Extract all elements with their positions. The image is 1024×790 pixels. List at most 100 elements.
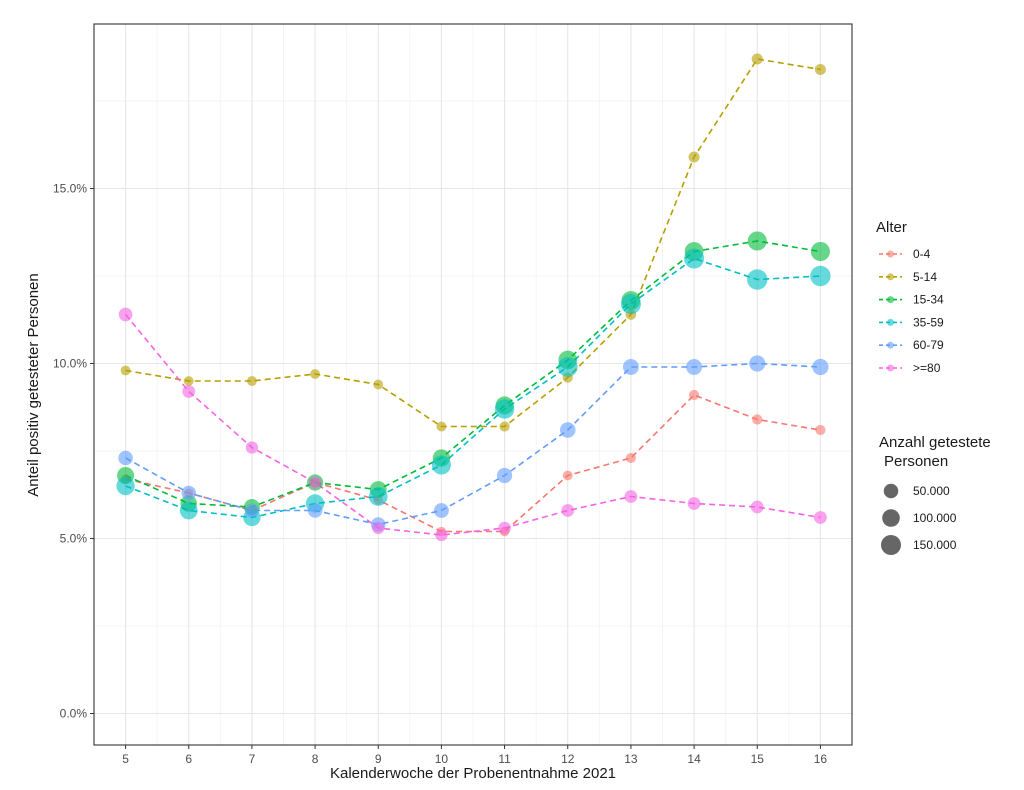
- series-point-0: [815, 424, 826, 436]
- series-point-3: [179, 501, 198, 520]
- series-point-5: [814, 511, 827, 524]
- series-line-5: [124, 313, 821, 536]
- legend-key-point: [887, 273, 894, 281]
- series-point-3: [494, 399, 515, 419]
- series-point-2: [810, 241, 830, 262]
- x-tick-label: 16: [814, 752, 828, 766]
- x-tick-label: 15: [751, 752, 765, 766]
- series-point-3: [116, 476, 135, 496]
- series-point-3: [431, 455, 451, 475]
- series-point-5: [308, 476, 322, 489]
- legend: Alter 0-4 5-14 15-34 35-59 60-79 >=80 Anzahl …: [876, 219, 995, 555]
- legend-key-label: 0-4: [913, 247, 931, 261]
- legend-size-title-line-2: Personen: [884, 453, 948, 470]
- legend-size-point: [881, 535, 901, 555]
- plot-border: [93, 23, 853, 746]
- series-point-4: [812, 358, 829, 376]
- series-point-1: [499, 421, 510, 432]
- series-point-5: [687, 497, 701, 510]
- y-tick-label: 15.0%: [53, 182, 87, 196]
- series-point-1: [688, 151, 700, 163]
- series-point-5: [245, 441, 259, 454]
- x-axis-title: Kalenderwoche der Probenentnahme 2021: [330, 765, 616, 782]
- x-tick-label: 10: [435, 752, 449, 766]
- series-point-4: [307, 503, 323, 518]
- series-point-1: [751, 53, 763, 65]
- series-point-4: [749, 355, 766, 372]
- legend-key-label: 35-59: [913, 315, 944, 329]
- legend-color-entries: 0-4 5-14 15-34 35-59 60-79 >=80: [879, 247, 944, 375]
- x-tick-label: 13: [624, 752, 638, 766]
- legend-key-label: >=80: [913, 361, 941, 375]
- series-point-5: [498, 521, 511, 535]
- series-point-0: [625, 452, 636, 464]
- series-point-0: [688, 389, 700, 401]
- x-tick-label: 6: [185, 752, 192, 766]
- series-point-3: [747, 269, 768, 290]
- series-point-5: [372, 521, 385, 535]
- legend-size-point: [883, 483, 899, 499]
- series-line-3: [125, 257, 821, 519]
- y-tick-label: 5.0%: [60, 532, 88, 546]
- legend-key-point: [887, 341, 894, 349]
- series-point-0: [752, 414, 763, 425]
- series-point-5: [561, 504, 575, 517]
- series-point-5: [624, 490, 638, 503]
- series-point-5: [435, 528, 448, 542]
- series-point-2: [747, 231, 767, 251]
- series-point-5: [750, 500, 764, 514]
- series-line-4: [125, 362, 821, 526]
- series-point-1: [120, 365, 131, 376]
- legend-key-point: [887, 318, 894, 326]
- series-point-3: [810, 265, 831, 287]
- x-tick-label: 9: [375, 752, 382, 766]
- y-tick-label: 0.0%: [60, 707, 88, 721]
- x-tick-label: 8: [312, 752, 319, 766]
- series-line-2: [125, 240, 821, 508]
- x-tick-label: 12: [561, 752, 575, 766]
- legend-color-title: Alter: [876, 219, 907, 236]
- x-tick-label: 5: [122, 752, 129, 766]
- series-point-3: [368, 487, 388, 506]
- legend-size-title-line-1: Anzahl getestete: [879, 434, 991, 451]
- series-point-5: [182, 385, 196, 398]
- series-point-1: [183, 376, 194, 386]
- y-axis-ticks: 0.0% 5.0% 10.0% 15.0%: [53, 182, 94, 721]
- series-point-1: [247, 376, 257, 386]
- series-point-4: [181, 485, 197, 501]
- legend-size-label: 50.000: [913, 484, 950, 498]
- series-point-4: [118, 450, 133, 466]
- series-point-3: [620, 294, 641, 314]
- series-point-0: [562, 470, 573, 481]
- x-axis-ticks: 5 6 7 8 9 10 11 12 13 14 15 16: [122, 745, 827, 766]
- series-point-4: [686, 359, 703, 375]
- legend-key-point: [887, 296, 894, 304]
- series-point-1: [814, 63, 826, 76]
- series-points: [116, 53, 831, 542]
- series-lines: [124, 58, 821, 536]
- legend-size-entries: 50.000 100.000 150.000: [881, 483, 957, 555]
- series-point-4: [496, 467, 513, 484]
- legend-key-label: 60-79: [913, 338, 944, 352]
- series-point-4: [433, 503, 449, 518]
- x-tick-label: 14: [687, 752, 701, 766]
- series-point-4: [244, 503, 259, 518]
- legend-size-label: 100.000: [913, 511, 957, 525]
- y-axis-title: Anteil positiv getesteter Personen: [25, 273, 42, 496]
- x-tick-label: 7: [249, 752, 256, 766]
- legend-key-point: [887, 364, 894, 372]
- legend-size-label: 150.000: [913, 538, 957, 552]
- series-point-3: [684, 248, 705, 269]
- x-tick-label: 11: [498, 752, 511, 766]
- series-point-1: [436, 421, 447, 432]
- legend-key-point: [887, 250, 894, 258]
- series-point-1: [310, 369, 320, 379]
- legend-size-title: Anzahl getestete Personen: [879, 434, 995, 470]
- series-point-5: [118, 307, 133, 322]
- y-tick-label: 10.0%: [53, 357, 87, 371]
- series-point-1: [373, 379, 384, 390]
- series-point-4: [622, 359, 639, 375]
- legend-size-point: [882, 509, 900, 527]
- series-point-3: [557, 357, 578, 377]
